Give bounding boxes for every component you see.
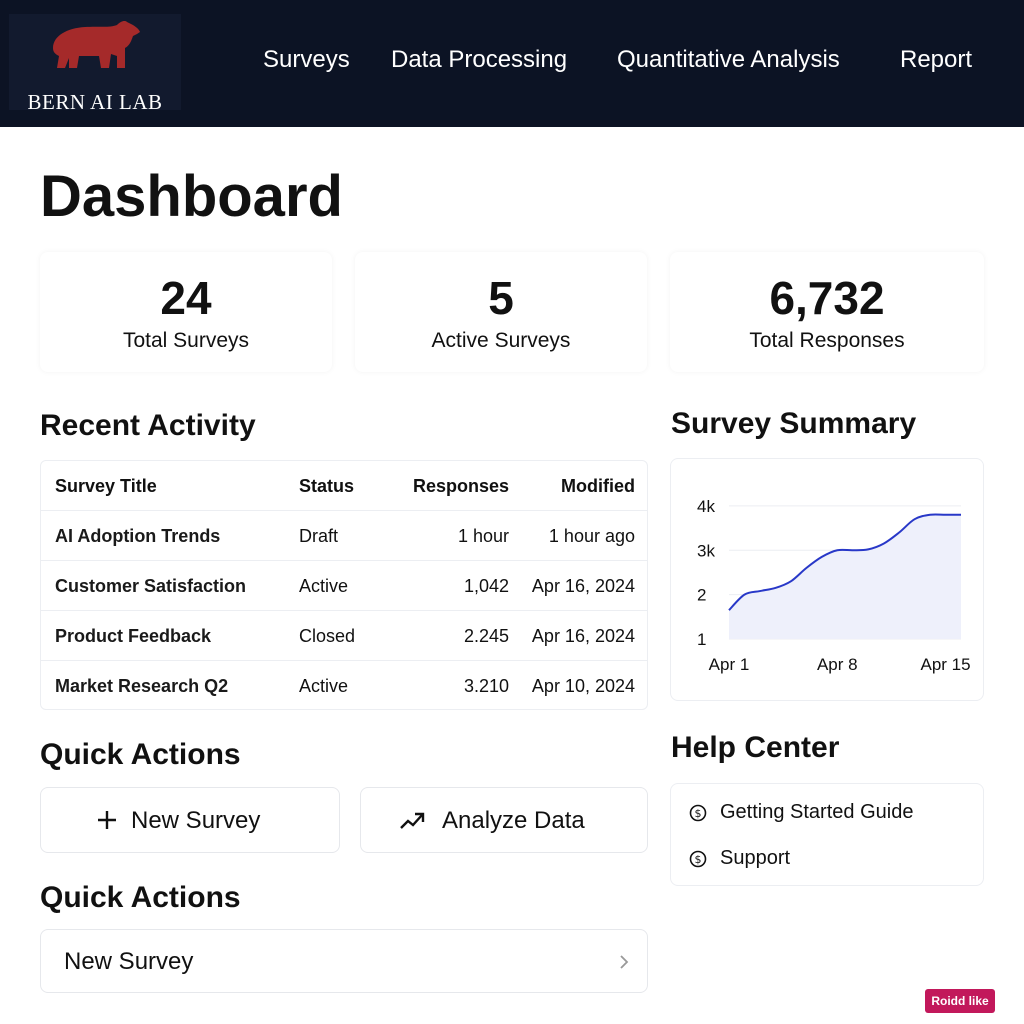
help-center-card: $ Getting Started Guide $ Support — [670, 783, 984, 886]
help-item-label: Support — [720, 847, 791, 869]
help-center-title: Help Center — [671, 731, 840, 764]
nav-surveys[interactable]: Surveys — [263, 46, 350, 73]
quick-actions-title: Quick Actions — [40, 738, 241, 771]
x-tick-label: Apr 15 — [920, 655, 970, 674]
cell-status: Active — [299, 676, 349, 696]
stat-label: Total Surveys — [122, 329, 250, 352]
x-tick-label: Apr 8 — [817, 655, 858, 674]
cell-survey-title: Product Feedback — [55, 626, 212, 646]
brand-logo[interactable]: BERN AI LAB — [9, 14, 181, 114]
stat-value: 24 — [160, 272, 212, 324]
new-survey-row-button[interactable]: New Survey — [40, 929, 648, 993]
cell-survey-title: AI Adoption Trends — [55, 526, 221, 546]
cell-modified: Apr 16, 2024 — [531, 576, 635, 596]
corner-badge[interactable]: Roidd like — [925, 989, 995, 1013]
dollar-circle-icon: $ — [689, 804, 707, 822]
svg-text:$: $ — [695, 853, 702, 866]
y-tick-label: 2 — [697, 586, 706, 605]
survey-summary-chart: 1 2 3k 4k Apr 1 Apr 8 Apr 15 — [697, 497, 971, 674]
column-header-responses[interactable]: Responses — [412, 476, 509, 496]
x-tick-label: Apr 1 — [709, 655, 750, 674]
bear-icon — [53, 21, 140, 68]
page-title: Dashboard — [40, 164, 343, 229]
table-row[interactable]: Customer Satisfaction Active 1,042 Apr 1… — [41, 561, 647, 611]
stat-value: 6,732 — [769, 272, 885, 324]
survey-summary-title: Survey Summary — [671, 407, 917, 440]
svg-text:$: $ — [695, 807, 702, 820]
top-navbar: BERN AI LAB Surveys Data Processing Quan… — [0, 0, 1024, 127]
nav-report[interactable]: Report — [900, 46, 973, 73]
plus-icon — [98, 811, 116, 829]
cell-status: Closed — [299, 626, 356, 646]
table-row[interactable]: Market Research Q2 Active 3.210 Apr 10, … — [41, 661, 647, 711]
cell-survey-title: Market Research Q2 — [55, 676, 229, 696]
new-survey-button[interactable]: New Survey — [40, 787, 340, 853]
cell-modified: Apr 16, 2024 — [531, 626, 635, 646]
stat-card-total-surveys: 24 Total Surveys — [40, 252, 332, 372]
table-row[interactable]: Product Feedback Closed 2.245 Apr 16, 20… — [41, 611, 647, 661]
table-header-row: Survey Title Status Responses Modified — [41, 461, 647, 511]
stat-card-active-surveys: 5 Active Surveys — [355, 252, 647, 372]
stat-card-total-responses: 6,732 Total Responses — [670, 252, 984, 372]
cell-responses: 1,042 — [463, 576, 509, 596]
recent-activity-title: Recent Activity — [40, 409, 256, 442]
cell-responses: 3.210 — [463, 676, 509, 696]
brand-name: BERN AI LAB — [27, 90, 163, 114]
trending-up-icon — [400, 812, 425, 829]
recent-activity-table: Survey Title Status Responses Modified A… — [40, 460, 648, 710]
cell-modified: 1 hour ago — [548, 526, 635, 546]
dollar-circle-icon: $ — [689, 850, 707, 868]
nav-data-processing[interactable]: Data Processing — [391, 46, 568, 73]
column-header-survey-title[interactable]: Survey Title — [55, 476, 157, 496]
cell-responses: 1 hour — [457, 526, 509, 546]
y-tick-label: 4k — [697, 497, 715, 516]
cell-responses: 2.245 — [463, 626, 509, 646]
series-area-fill — [729, 514, 961, 639]
quick-actions-title-2: Quick Actions — [40, 881, 241, 914]
cell-survey-title: Customer Satisfaction — [55, 576, 247, 596]
survey-summary-chart-card: 1 2 3k 4k Apr 1 Apr 8 Apr 15 — [670, 458, 984, 701]
table-row[interactable]: AI Adoption Trends Draft 1 hour 1 hour a… — [41, 511, 647, 561]
nav-quantitative-analysis[interactable]: Quantitative Analysis — [617, 46, 840, 73]
y-tick-label: 3k — [697, 541, 715, 560]
cell-status: Draft — [299, 526, 339, 546]
cell-modified: Apr 10, 2024 — [531, 676, 635, 696]
chevron-right-icon — [620, 955, 629, 969]
column-header-status[interactable]: Status — [299, 476, 355, 496]
column-header-modified[interactable]: Modified — [561, 476, 635, 496]
cell-status: Active — [299, 576, 349, 596]
analyze-data-label: Analyze Data — [442, 807, 585, 834]
stat-label: Active Surveys — [431, 329, 571, 352]
new-survey-row-label: New Survey — [64, 948, 194, 975]
new-survey-label: New Survey — [131, 807, 261, 834]
stat-label: Total Responses — [749, 329, 905, 352]
y-tick-label: 1 — [697, 630, 706, 649]
stat-value: 5 — [488, 272, 514, 324]
analyze-data-button[interactable]: Analyze Data — [360, 787, 648, 853]
help-item-label: Getting Started Guide — [720, 801, 914, 823]
series-line — [728, 513, 961, 611]
